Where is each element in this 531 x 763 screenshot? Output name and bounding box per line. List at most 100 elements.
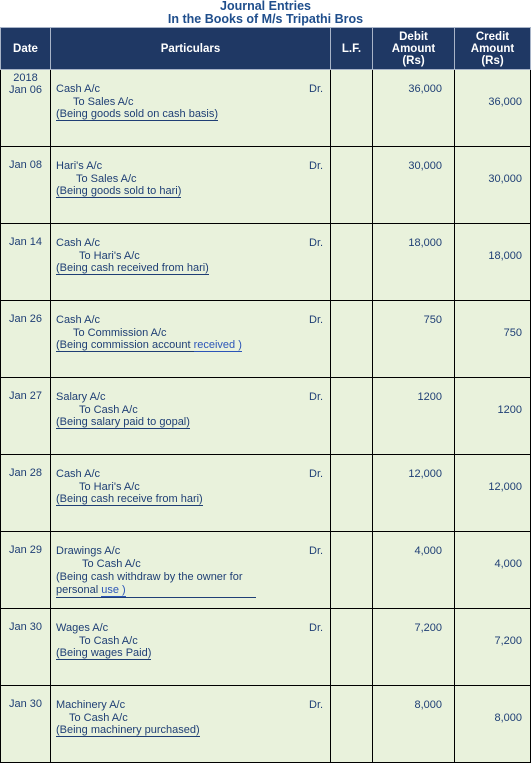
- entry-debit-amount: 18,000: [372, 223, 455, 301]
- credit-account: To Cash A/c: [79, 635, 138, 647]
- dr-label: Dr.: [309, 622, 324, 634]
- header-credit-line: Credit: [475, 30, 510, 43]
- credit-account: To Sales A/c: [76, 173, 137, 185]
- dr-label: Dr.: [309, 699, 324, 711]
- dr-label: Dr.: [309, 160, 324, 172]
- entry-debit-amount: 7,200: [372, 608, 455, 686]
- narration: (Being goods sold on cash basis): [56, 108, 219, 121]
- debit-account: Wages A/c: [56, 622, 109, 634]
- document-title-block: Journal Entries In the Books of M/s Trip…: [0, 0, 531, 26]
- entry-date-cell: Jan 26: [0, 300, 51, 378]
- entry-debit-amount: 30,000: [372, 146, 455, 224]
- debit-account: Cash A/c: [56, 83, 101, 95]
- entry-date-cell: Jan 30: [0, 608, 51, 686]
- narration: (Being commission account received ): [56, 339, 242, 352]
- entry-credit-amount: 18,000: [454, 223, 531, 301]
- narration: (Being cash receive from hari): [56, 493, 203, 506]
- header-credit: Credit Amount (Rs): [454, 27, 531, 70]
- header-row: Date Particulars L.F. Debit Amount (Rs) …: [0, 27, 531, 70]
- dr-label: Dr.: [309, 314, 324, 326]
- credit-account: To Hari's A/c: [79, 481, 140, 493]
- entry-date-cell: 2018 Jan 06: [0, 69, 51, 147]
- narration: (Being machinery purchased): [56, 724, 200, 737]
- entry-credit-amount: 8,000: [454, 685, 531, 763]
- entry-particulars: Salary A/c Dr. To Cash A/c (Being salary…: [50, 377, 331, 455]
- credit-account: To Sales A/c: [73, 96, 134, 108]
- debit-account: Drawings A/c: [56, 545, 121, 557]
- journal-entry-row: Jan 26 Cash A/c Dr. To Commission A/c (B…: [0, 300, 531, 378]
- credit-account: To Hari's A/c: [79, 250, 140, 262]
- header-credit-line: Amount: [470, 42, 515, 55]
- entry-lf: [330, 531, 373, 609]
- entry-credit-amount: 12,000: [454, 454, 531, 532]
- entry-date-cell: Jan 14: [0, 223, 51, 301]
- credit-account: To Cash A/c: [69, 712, 128, 724]
- debit-account: Hari's A/c: [56, 160, 103, 172]
- header-debit: Debit Amount (Rs): [372, 27, 455, 70]
- entry-date-cell: Jan 28: [0, 454, 51, 532]
- entry-credit-amount: 7,200: [454, 608, 531, 686]
- entry-lf: [330, 223, 373, 301]
- narration-link[interactable]: received ): [193, 339, 242, 352]
- header-particulars: Particulars: [50, 27, 331, 70]
- narration-link[interactable]: use ): [101, 584, 126, 597]
- narration: (Being cash withdraw by the owner for pe…: [56, 571, 256, 598]
- entry-particulars: Cash A/c Dr. To Commission A/c (Being co…: [50, 300, 331, 378]
- narration: (Being salary paid to gopal): [56, 416, 190, 429]
- entry-debit-amount: 8,000: [372, 685, 455, 763]
- entry-lf: [330, 608, 373, 686]
- entry-particulars: Hari's A/c Dr. To Sales A/c (Being goods…: [50, 146, 331, 224]
- entry-lf: [330, 146, 373, 224]
- entry-lf: [330, 377, 373, 455]
- entry-date: Jan 14: [8, 236, 43, 248]
- entry-particulars: Drawings A/c Dr. To Cash A/c (Being cash…: [50, 531, 331, 609]
- entry-debit-amount: 750: [372, 300, 455, 378]
- dr-label: Dr.: [309, 468, 324, 480]
- credit-account: To Cash A/c: [79, 404, 138, 416]
- entry-debit-amount: 4,000: [372, 531, 455, 609]
- entry-date-cell: Jan 27: [0, 377, 51, 455]
- entry-particulars: Cash A/c Dr. To Hari's A/c (Being cash r…: [50, 223, 331, 301]
- journal-entry-row: Jan 30 Wages A/c Dr. To Cash A/c (Being …: [0, 608, 531, 686]
- entry-debit-amount: 12,000: [372, 454, 455, 532]
- entry-date: Jan 30: [8, 698, 43, 710]
- header-lf: L.F.: [330, 27, 373, 70]
- header-debit-line: Debit: [399, 30, 428, 43]
- entry-particulars: Wages A/c Dr. To Cash A/c (Being wages P…: [50, 608, 331, 686]
- entry-date: Jan 28: [8, 467, 43, 479]
- entry-date-cell: Jan 29: [0, 531, 51, 609]
- entry-credit-amount: 4,000: [454, 531, 531, 609]
- credit-account: To Commission A/c: [73, 327, 167, 339]
- dr-label: Dr.: [309, 545, 324, 557]
- journal-entry-row: Jan 28 Cash A/c Dr. To Hari's A/c (Being…: [0, 454, 531, 532]
- narration: (Being wages Paid): [56, 647, 152, 660]
- header-debit-line: (Rs): [402, 54, 425, 67]
- entry-lf: [330, 685, 373, 763]
- credit-account: To Cash A/c: [82, 558, 141, 570]
- entry-date: Jan 08: [8, 159, 43, 171]
- entry-credit-amount: 30,000: [454, 146, 531, 224]
- journal-entry-row: 2018 Jan 06 Cash A/c Dr. To Sales A/c (B…: [0, 69, 531, 147]
- journal-entry-row: Jan 27 Salary A/c Dr. To Cash A/c (Being…: [0, 377, 531, 455]
- narration-text: (Being commission account: [56, 339, 194, 351]
- entry-date: Jan 27: [8, 390, 43, 402]
- journal-entry-row: Jan 08 Hari's A/c Dr. To Sales A/c (Bein…: [0, 146, 531, 224]
- journal-table: Date Particulars L.F. Debit Amount (Rs) …: [0, 27, 531, 763]
- entry-particulars: Cash A/c Dr. To Hari's A/c (Being cash r…: [50, 454, 331, 532]
- entry-date: Jan 30: [8, 621, 43, 633]
- debit-account: Cash A/c: [56, 237, 101, 249]
- header-date: Date: [0, 27, 51, 70]
- entry-date-cell: Jan 08: [0, 146, 51, 224]
- entry-date-cell: Jan 30: [0, 685, 51, 763]
- entry-particulars: Cash A/c Dr. To Sales A/c (Being goods s…: [50, 69, 331, 147]
- header-debit-line: Amount: [391, 42, 436, 55]
- dr-label: Dr.: [309, 237, 324, 249]
- debit-account: Salary A/c: [56, 391, 106, 403]
- narration-text: (Being cash withdraw by the owner for pe…: [56, 571, 243, 596]
- debit-account: Machinery A/c: [56, 699, 126, 711]
- entry-credit-amount: 36,000: [454, 69, 531, 147]
- narration: (Being goods sold to hari): [56, 185, 182, 198]
- dr-label: Dr.: [309, 391, 324, 403]
- entry-debit-amount: 36,000: [372, 69, 455, 147]
- journal-entry-row: Jan 29 Drawings A/c Dr. To Cash A/c (Bei…: [0, 531, 531, 609]
